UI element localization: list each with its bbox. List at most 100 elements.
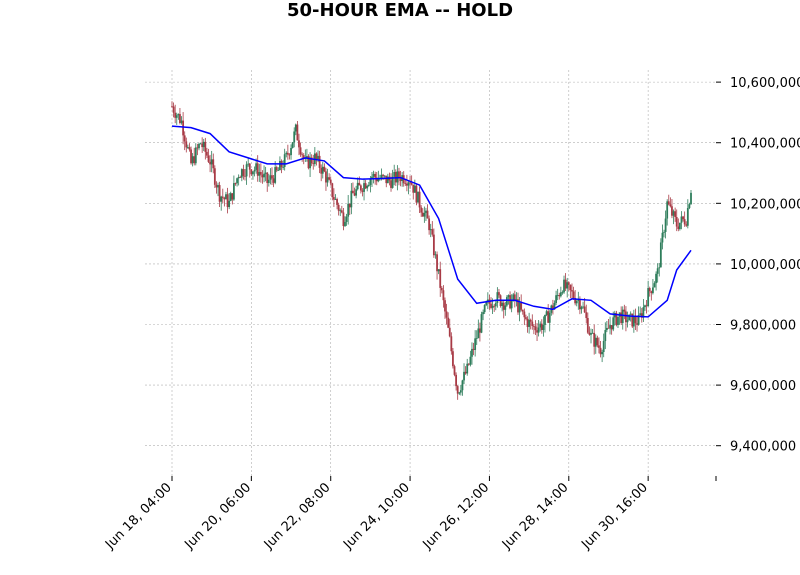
- candle-body: [452, 351, 454, 367]
- candle-body: [450, 336, 453, 352]
- candle-body: [585, 312, 588, 319]
- candle-body: [674, 211, 677, 218]
- candle-body: [405, 183, 408, 186]
- candle-body: [459, 390, 462, 393]
- candle-body: [520, 302, 523, 310]
- candle-body: [563, 279, 565, 293]
- candle-body: [515, 299, 518, 301]
- candle-body: [586, 318, 589, 333]
- candle-body: [267, 179, 270, 184]
- candle-body: [180, 120, 183, 123]
- candle-body: [466, 363, 469, 374]
- candle-body: [285, 152, 288, 155]
- candle-body: [182, 120, 185, 136]
- candle-body: [494, 302, 497, 307]
- candle-body: [493, 305, 496, 307]
- candle-body: [526, 318, 529, 327]
- candle-body: [293, 131, 296, 143]
- candle-body: [217, 185, 219, 188]
- candle-body: [277, 170, 280, 171]
- candle-body: [510, 300, 513, 309]
- candle-body: [486, 299, 489, 302]
- candle-body: [193, 156, 196, 164]
- candle-body: [690, 192, 692, 205]
- candle-body: [569, 284, 572, 291]
- candle-body: [531, 321, 534, 326]
- candle-body: [545, 311, 548, 315]
- candle-body: [171, 106, 173, 108]
- candle-body: [669, 204, 672, 207]
- candle-body: [377, 178, 380, 182]
- candle-body: [391, 176, 394, 188]
- candle-body: [628, 314, 631, 321]
- candle-body: [683, 219, 686, 225]
- candle-body: [213, 168, 216, 185]
- candle-body: [202, 141, 205, 148]
- candle-body: [396, 171, 399, 183]
- candle-body: [671, 206, 673, 216]
- candle-body: [291, 142, 294, 149]
- candle-body: [339, 210, 342, 212]
- candle-body: [310, 157, 313, 164]
- price-candles: [171, 101, 692, 400]
- candle-body: [463, 371, 465, 381]
- candle-body: [561, 292, 564, 294]
- candle-body: [393, 172, 396, 177]
- candle-body: [223, 197, 226, 200]
- candle-body: [337, 204, 340, 211]
- candle-body: [348, 203, 351, 208]
- candle-body: [588, 332, 591, 335]
- candle-body: [667, 201, 670, 205]
- candle-body: [253, 169, 256, 172]
- candle-body: [482, 312, 484, 315]
- candle-body: [505, 297, 508, 306]
- candle-body: [517, 299, 519, 313]
- y-tick-label: 9,800,000: [730, 319, 796, 334]
- y-tick-label: 10,000,000: [730, 258, 800, 273]
- candle-body: [259, 172, 262, 175]
- candle-body: [539, 323, 542, 328]
- candle-body: [307, 156, 310, 169]
- candle-body: [537, 327, 540, 333]
- candle-body: [282, 166, 285, 168]
- candle-body: [434, 254, 437, 256]
- candle-body: [596, 337, 599, 346]
- candle-body: [672, 211, 675, 216]
- candle-body: [602, 341, 605, 353]
- candle-body: [474, 338, 477, 350]
- candle-body: [372, 173, 375, 177]
- candle-body: [477, 328, 480, 339]
- candle-body: [572, 291, 575, 298]
- candle-body: [236, 178, 238, 184]
- candle-body: [564, 279, 567, 289]
- candle-body: [664, 218, 667, 232]
- candle-body: [467, 363, 470, 365]
- candle-body: [436, 254, 438, 272]
- candle-body: [544, 314, 546, 325]
- candle-body: [471, 348, 473, 357]
- candle-body: [407, 182, 410, 186]
- candle-body: [198, 143, 200, 149]
- candle-body: [336, 199, 338, 205]
- candle-body: [220, 196, 223, 202]
- candle-body: [317, 155, 319, 160]
- ema-line-group: [171, 125, 692, 318]
- candle-body: [375, 177, 378, 182]
- candle-body: [490, 303, 492, 308]
- candle-body: [301, 154, 304, 156]
- candle-body: [574, 297, 577, 304]
- candle-body: [221, 196, 224, 198]
- candle-body: [548, 312, 551, 323]
- candle-body: [320, 167, 323, 174]
- candle-body: [639, 313, 642, 316]
- candle-body: [334, 199, 337, 200]
- candle-body: [264, 172, 267, 174]
- candle-body: [658, 267, 661, 269]
- candle-body: [496, 292, 499, 303]
- candle-body: [342, 212, 345, 227]
- candle-body: [201, 143, 204, 148]
- candle-body: [177, 114, 180, 116]
- candle-body: [412, 184, 415, 193]
- candle-body: [513, 294, 516, 301]
- candle-body: [344, 221, 346, 227]
